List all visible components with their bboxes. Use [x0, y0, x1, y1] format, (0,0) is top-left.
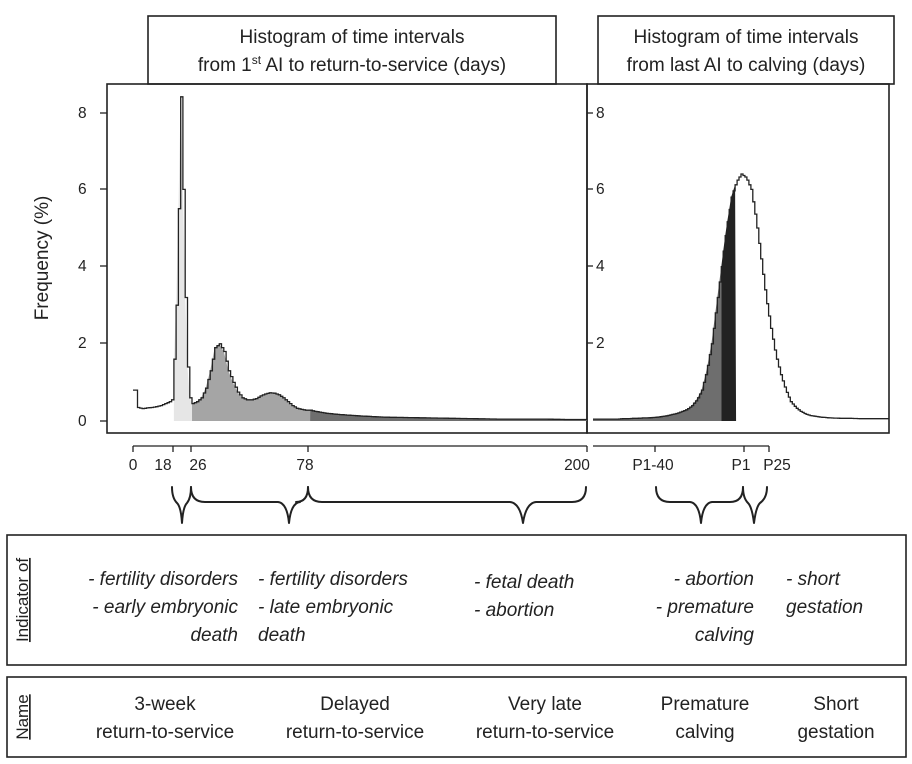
brace-premature — [655, 486, 744, 524]
left-shaded-region-1 — [192, 343, 311, 421]
indicator-col2-line1: - fertility disorders — [258, 569, 408, 590]
left-ytick-label-2: 2 — [78, 335, 87, 352]
left-xtick-label-200: 200 — [564, 457, 590, 474]
name-3-week-line1: 3-week — [134, 694, 196, 715]
left-xtick-label-78: 78 — [296, 457, 313, 474]
right-shaded-region-1 — [593, 266, 722, 421]
indicator-col5-line2: gestation — [786, 597, 863, 618]
right-histogram — [593, 173, 889, 421]
indicator-col1-line2: - early embryonic — [92, 597, 238, 618]
indicator-col1-line1: - fertility disorders — [88, 569, 238, 590]
name-delayed-line2: return-to-service — [286, 722, 424, 743]
name-short-gestation-line2: gestation — [797, 722, 874, 743]
brace-3-week — [171, 486, 192, 524]
indicator-row-box — [6, 534, 907, 666]
left-xtick-label-18: 18 — [154, 457, 171, 474]
left-ytick-label-0: 0 — [78, 413, 87, 430]
y-axis-label: Frequency (%) — [32, 196, 53, 321]
right-y-axis: 2 4 6 8 — [587, 105, 605, 352]
brace-very-late — [307, 486, 587, 524]
braces — [171, 486, 768, 524]
left-xtick-label-26: 26 — [189, 457, 206, 474]
indicator-col-2: - fertility disorders - late embryonic d… — [258, 569, 408, 646]
left-ytick-label-6: 6 — [78, 181, 87, 198]
right-ytick-label-8: 8 — [596, 105, 605, 122]
right-ytick-label-2: 2 — [596, 335, 605, 352]
indicator-col-1: - fertility disorders - early embryonic … — [88, 569, 238, 646]
name-very-late-line2: return-to-service — [476, 722, 614, 743]
right-xtick-label-p1-40: P1-40 — [632, 457, 674, 474]
name-3-week-line2: return-to-service — [96, 722, 234, 743]
indicator-col-5: - short gestation — [786, 569, 863, 618]
indicator-col4-line2: - premature — [656, 597, 754, 618]
right-ytick-label-4: 4 — [596, 258, 605, 275]
indicator-row-label: Indicator of — [13, 558, 32, 642]
right-title-line2: from last AI to calving (days) — [627, 55, 866, 76]
name-short-gestation-line1: Short — [813, 694, 859, 715]
name-delayed-line1: Delayed — [320, 694, 390, 715]
left-ytick-label-4: 4 — [78, 258, 87, 275]
name-premature-line1: Premature — [661, 694, 750, 715]
indicator-col-3: - fetal death - abortion — [474, 572, 574, 621]
left-ytick-label-8: 8 — [78, 105, 87, 122]
left-xtick-label-0: 0 — [129, 457, 138, 474]
brace-short-gestation — [742, 486, 768, 524]
indicator-col2-line3: death — [258, 625, 306, 646]
right-xtick-label-p1: P1 — [732, 457, 751, 474]
left-histogram — [133, 96, 587, 422]
right-xtick-label-p25: P25 — [763, 457, 791, 474]
indicator-col4-line3: calving — [695, 625, 755, 646]
right-x-axis: P1-40 P1 P25 — [593, 445, 791, 474]
left-histogram-outline — [133, 96, 587, 421]
name-premature-line2: calving — [675, 722, 734, 743]
name-row-label: Name — [13, 694, 32, 739]
indicator-col2-line2: - late embryonic — [258, 597, 394, 618]
brace-delayed — [190, 486, 309, 524]
indicator-col1-line3: death — [190, 625, 238, 646]
right-histogram-outline — [593, 173, 889, 420]
left-x-axis: 0 18 26 78 200 — [129, 445, 590, 474]
left-title-line1: Histogram of time intervals — [240, 27, 465, 48]
right-title-line1: Histogram of time intervals — [634, 27, 859, 48]
indicator-col3-line1: - fetal death — [474, 572, 574, 593]
right-ytick-label-6: 6 — [596, 181, 605, 198]
left-shaded-region-2 — [310, 410, 587, 421]
right-plot-frame — [586, 83, 890, 434]
indicator-col4-line1: - abortion — [674, 569, 754, 590]
left-title-line2: from 1st AI to return-to-service (days) — [198, 53, 506, 76]
left-y-axis: 0 2 4 6 8 — [78, 105, 107, 430]
name-row-box — [6, 676, 907, 758]
left-shaded-region-0 — [173, 96, 193, 422]
indicator-col-4: - abortion - premature calving — [656, 569, 755, 646]
name-very-late-line1: Very late — [508, 694, 582, 715]
indicator-col3-line2: - abortion — [474, 600, 554, 621]
indicator-col5-line1: - short — [786, 569, 841, 590]
